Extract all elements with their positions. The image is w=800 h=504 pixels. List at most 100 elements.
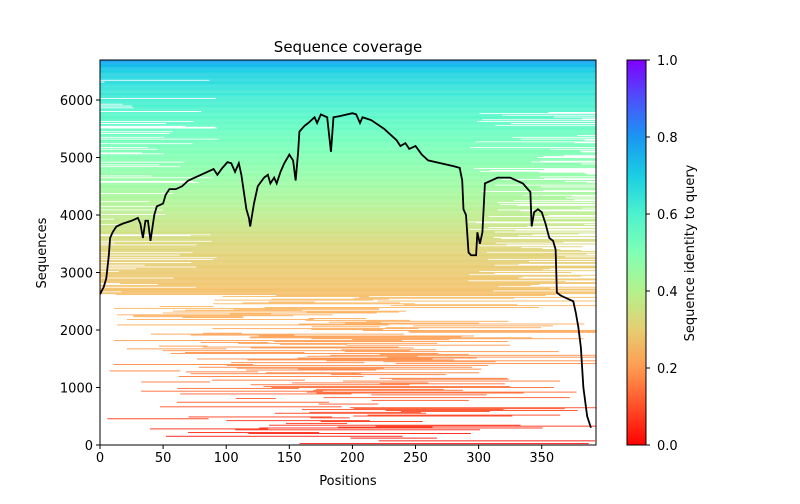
msa-row — [100, 200, 514, 202]
msa-row — [274, 412, 426, 414]
msa-row — [100, 62, 596, 64]
msa-row — [100, 174, 596, 176]
msa-row — [100, 106, 596, 108]
msa-row — [213, 259, 488, 261]
msa-row — [100, 158, 596, 160]
msa-row — [100, 84, 596, 86]
msa-row — [385, 410, 578, 411]
msa-row — [371, 394, 487, 396]
msa-row — [100, 146, 596, 147]
msa-row — [122, 103, 596, 105]
msa-row — [100, 279, 596, 281]
msa-row — [100, 272, 572, 273]
msa-row — [188, 432, 319, 434]
msa-row — [100, 245, 480, 247]
msa-row — [391, 378, 509, 380]
msa-row — [100, 188, 596, 190]
msa-row — [350, 407, 596, 409]
msa-row — [100, 217, 531, 219]
x-axis: 0 50 100 150 200 250 300 350 — [96, 445, 554, 466]
msa-row — [100, 260, 596, 262]
msa-row — [354, 297, 515, 299]
msa-row — [100, 195, 573, 197]
x-tick-label: 50 — [155, 451, 172, 466]
msa-row — [148, 146, 471, 148]
msa-row — [311, 338, 584, 340]
msa-row — [100, 290, 494, 292]
msa-row — [121, 291, 596, 293]
msa-row — [213, 303, 415, 305]
msa-row — [210, 234, 533, 236]
msa-row — [100, 186, 541, 188]
msa-row — [226, 420, 370, 422]
msa-row — [100, 190, 544, 192]
msa-row — [385, 327, 542, 329]
msa-row — [157, 284, 540, 285]
msa-row — [100, 97, 596, 99]
msa-row — [318, 403, 379, 405]
msa-row — [100, 150, 581, 152]
msa-row — [100, 151, 582, 153]
msa-row — [100, 171, 540, 173]
msa-row — [310, 417, 350, 419]
msa-row — [190, 373, 361, 375]
msa-row — [100, 194, 523, 196]
y-tick-label: 0 — [85, 439, 93, 454]
msa-row — [100, 182, 596, 184]
msa-row — [100, 198, 596, 200]
msa-row — [387, 356, 596, 358]
msa-row — [159, 306, 214, 308]
msa-row — [298, 323, 585, 325]
msa-row — [100, 255, 596, 257]
msa-row — [100, 173, 587, 175]
msa-row — [107, 418, 209, 420]
msa-row — [100, 89, 596, 91]
msa-row — [219, 138, 521, 140]
msa-row — [100, 147, 596, 149]
msa-row — [353, 408, 565, 410]
y-axis-label: Sequences — [35, 217, 50, 288]
msa-row — [201, 111, 596, 112]
msa-row — [100, 253, 587, 255]
msa-row — [311, 326, 380, 328]
msa-row — [100, 247, 522, 249]
msa-row — [100, 71, 596, 73]
msa-row — [100, 238, 596, 240]
msa-row — [100, 229, 516, 231]
msa-row — [114, 242, 496, 244]
msa-row — [162, 312, 377, 314]
msa-row — [118, 271, 480, 273]
y-tick-label: 2000 — [60, 324, 93, 339]
msa-row — [194, 121, 477, 123]
msa-row — [379, 353, 469, 355]
msa-row — [216, 127, 596, 129]
msa-row — [100, 160, 541, 162]
msa-row — [352, 339, 450, 341]
msa-row — [116, 314, 333, 316]
msa-row — [276, 295, 546, 296]
msa-row — [172, 131, 596, 133]
msa-row — [246, 369, 377, 371]
msa-row — [193, 180, 566, 182]
msa-row — [100, 149, 596, 151]
msa-row — [113, 340, 402, 342]
msa-row — [306, 391, 577, 393]
msa-row — [100, 139, 585, 141]
msa-row — [271, 387, 554, 388]
msa-row — [100, 167, 596, 169]
msa-row — [100, 156, 544, 158]
msa-row — [100, 169, 545, 170]
msa-row — [162, 209, 498, 211]
msa-row — [113, 218, 596, 220]
colorbar-tick-label: 0.6 — [657, 208, 678, 223]
msa-row — [192, 143, 596, 145]
colorbar-tick-label: 0.0 — [657, 439, 678, 454]
msa-row — [198, 366, 473, 368]
colorbar-tick-label: 1.0 — [657, 54, 678, 69]
msa-row — [100, 225, 596, 227]
msa-row — [100, 211, 596, 213]
msa-row — [100, 231, 496, 233]
msa-row — [100, 212, 596, 214]
msa-row — [100, 60, 596, 62]
msa-row — [100, 108, 596, 110]
